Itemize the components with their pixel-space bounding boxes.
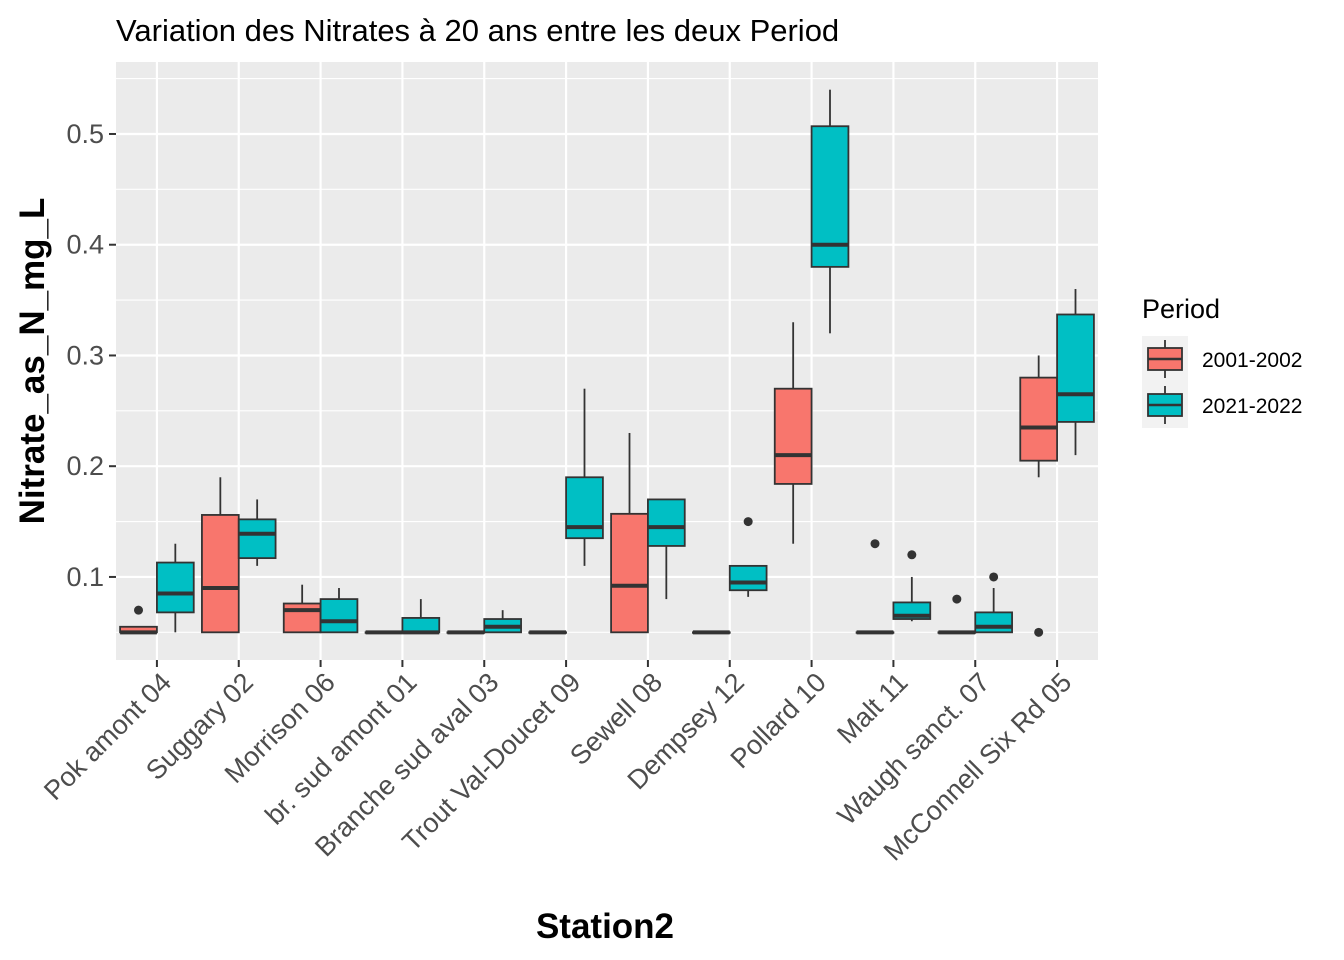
y-tick-label: 0.5 xyxy=(66,119,104,149)
outlier-point xyxy=(134,605,144,615)
box-period2 xyxy=(237,499,277,566)
legend-label: 2001-2002 xyxy=(1202,349,1302,372)
y-axis: 0.1 0.2 0.3 0.4 0.5 xyxy=(66,119,116,592)
box-body xyxy=(319,598,359,634)
box-period1 xyxy=(201,477,240,634)
box-period1 xyxy=(1019,355,1058,637)
y-tick-label: 0.3 xyxy=(66,340,104,370)
y-tick-label: 0.1 xyxy=(66,562,104,592)
box-period2 xyxy=(565,388,604,566)
outlier-point xyxy=(870,539,880,549)
box-body xyxy=(1019,376,1058,462)
chart-title: Variation des Nitrates à 20 ans entre le… xyxy=(116,13,839,48)
legend-label: 2021-2022 xyxy=(1202,395,1302,418)
box-period2 xyxy=(156,543,195,633)
legend: Period 2001-2002 2021-2022 xyxy=(1142,294,1302,428)
box-period1 xyxy=(446,630,486,635)
box-body xyxy=(610,512,649,634)
box-period2 xyxy=(810,89,850,334)
y-tick-label: 0.4 xyxy=(66,230,104,260)
box-period2 xyxy=(1056,289,1095,456)
legend-title: Period xyxy=(1142,294,1220,324)
box-body xyxy=(237,518,277,560)
box-period1 xyxy=(855,539,895,635)
plot-panel xyxy=(116,62,1098,660)
box-body xyxy=(401,617,441,634)
y-tick-label: 0.2 xyxy=(66,451,104,481)
outlier-point xyxy=(743,517,753,527)
box-body xyxy=(728,564,768,592)
box-period2 xyxy=(319,588,359,634)
box-body xyxy=(1056,313,1095,423)
box-period2 xyxy=(483,610,522,634)
box-body xyxy=(156,561,195,614)
box-period2 xyxy=(728,517,768,597)
box-period1 xyxy=(610,432,649,634)
box-body xyxy=(201,514,240,634)
box-body xyxy=(773,387,813,485)
outlier-point xyxy=(1034,627,1044,637)
y-axis-title: Nitrate_as_N_mg_L xyxy=(13,198,52,525)
box-period1 xyxy=(528,630,567,635)
outlier-point xyxy=(952,594,962,604)
legend-key-2: 2021-2022 xyxy=(1142,382,1302,428)
box-period2 xyxy=(647,498,686,600)
box-period2 xyxy=(401,599,441,635)
box-period1 xyxy=(692,630,731,635)
box-body xyxy=(282,602,322,634)
box-series xyxy=(119,89,1095,637)
box-body xyxy=(974,611,1013,634)
legend-key-1: 2001-2002 xyxy=(1142,336,1302,382)
box-period1 xyxy=(773,322,813,544)
box-period1 xyxy=(119,605,158,635)
x-axis-title: Station2 xyxy=(536,907,674,946)
outlier-point xyxy=(907,550,917,560)
box-period2 xyxy=(974,572,1013,634)
box-body xyxy=(647,498,686,547)
box-period2 xyxy=(892,550,932,622)
gridlines xyxy=(116,62,1098,660)
outlier-point xyxy=(989,572,999,582)
box-period1 xyxy=(364,630,404,635)
